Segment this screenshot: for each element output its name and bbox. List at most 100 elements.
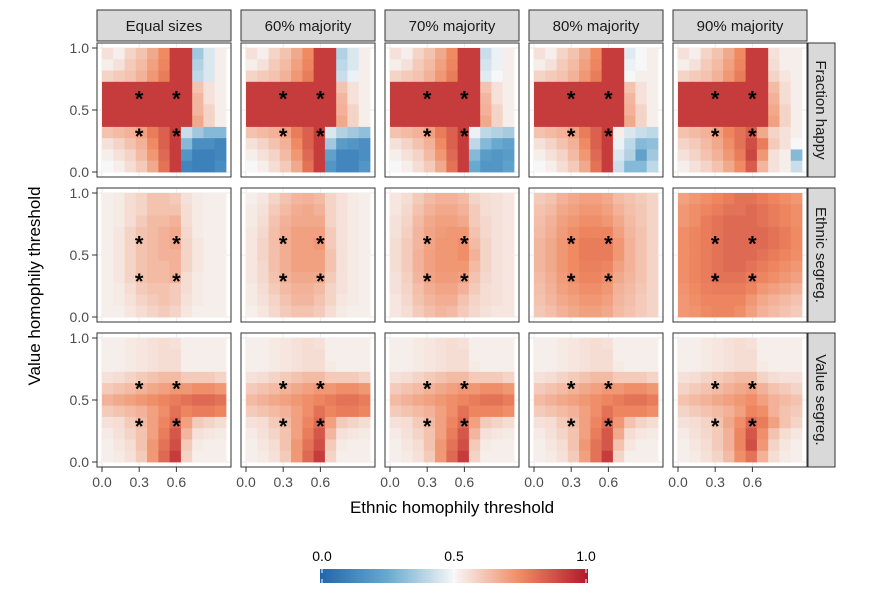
heatmap-cell <box>790 149 803 162</box>
heatmap-cell <box>745 349 758 361</box>
heatmap-cell <box>302 428 315 440</box>
heatmap-cell <box>635 215 648 228</box>
heatmap-cell <box>579 126 591 139</box>
marker-asterisk: * <box>460 87 469 112</box>
heatmap-cell <box>135 271 148 284</box>
heatmap-cell <box>601 59 614 71</box>
heatmap-cell <box>279 416 292 429</box>
heatmap-cell <box>745 405 758 418</box>
heatmap-cell <box>135 160 148 173</box>
heatmap-cell <box>192 428 204 440</box>
heatmap-cell <box>601 126 614 139</box>
panel-2-4: **** <box>672 332 808 468</box>
heatmap-cell <box>734 104 747 117</box>
heatmap-cell <box>612 360 625 373</box>
heatmap-cell <box>779 294 792 307</box>
heatmap-cell <box>158 249 171 262</box>
heatmap-cell <box>756 215 769 228</box>
heatmap-cell <box>768 104 780 117</box>
heatmap-cell <box>324 215 337 228</box>
heatmap-cell <box>700 283 713 295</box>
heatmap-cell <box>302 138 315 150</box>
heatmap-cell <box>158 93 171 105</box>
heatmap-cell <box>612 104 625 117</box>
heatmap-cell <box>412 305 425 318</box>
heatmap-cell <box>457 93 470 105</box>
heatmap-cell <box>745 439 758 452</box>
heatmap-cell <box>579 160 591 173</box>
heatmap-cell <box>158 59 171 71</box>
heatmap-cell <box>635 149 648 162</box>
heatmap-cell <box>457 450 470 463</box>
heatmap-cell <box>723 349 735 361</box>
heatmap-cell <box>700 204 713 216</box>
marker-asterisk: * <box>316 414 325 439</box>
x-axis: 0.0 0.3 0.6 0.0 0.3 0.6 0.0 0.3 0.6 0.0 0.3 0.6 0.0 0… <box>92 467 762 490</box>
heatmap-cell <box>711 416 724 429</box>
heatmap-cell <box>635 394 648 407</box>
heatmap-cell <box>756 249 769 262</box>
heatmap-cell <box>158 349 171 361</box>
heatmap-cell <box>313 383 326 395</box>
heatmap-cell <box>203 450 216 463</box>
heatmap-cell <box>779 360 792 373</box>
heatmap-cell <box>324 226 337 239</box>
heatmap-cell <box>612 416 625 429</box>
heatmap-cell <box>214 126 227 139</box>
marker-asterisk: * <box>423 87 432 112</box>
heatmap-cell <box>468 93 481 105</box>
heatmap-cell <box>612 439 625 452</box>
heatmap-cell <box>711 394 724 407</box>
heatmap-cell <box>279 238 292 250</box>
heatmap-cell <box>480 138 492 150</box>
heatmap-cell <box>358 149 371 162</box>
heatmap-cell <box>480 204 492 216</box>
heatmap-cell <box>480 160 492 173</box>
heatmap-cell <box>790 193 803 205</box>
heatmap-cell <box>347 349 360 361</box>
heatmap-cell <box>124 383 137 395</box>
heatmap-cell <box>180 349 193 361</box>
heatmap-cell <box>700 81 713 94</box>
heatmap-cell <box>446 439 459 452</box>
heatmap-cell <box>412 226 425 239</box>
row-strip-label: Ethnic segreg. <box>812 207 829 303</box>
heatmap-cell <box>491 193 504 205</box>
heatmap-cell <box>491 439 504 452</box>
heatmap-cell <box>790 294 803 307</box>
heatmap-cell <box>678 48 690 60</box>
heatmap-cell <box>480 338 492 350</box>
heatmap-cell <box>612 383 625 395</box>
heatmap-cell <box>390 283 402 295</box>
heatmap-cell <box>412 405 425 418</box>
heatmap-cell <box>246 104 258 117</box>
heatmap-cell <box>257 93 269 105</box>
heatmap-cell <box>768 338 780 350</box>
heatmap-cell <box>246 305 258 318</box>
heatmap-cell <box>635 238 648 250</box>
heatmap-cell <box>534 204 546 216</box>
heatmap-cell <box>635 115 648 128</box>
heatmap-cell <box>412 450 425 463</box>
heatmap-cell <box>313 371 326 384</box>
heatmap-cell <box>401 48 413 60</box>
panel-border <box>384 42 520 178</box>
heatmap-cell <box>567 349 580 361</box>
heatmap-cell <box>745 394 758 407</box>
heatmap-cell <box>313 204 326 216</box>
heatmap-cell <box>214 93 227 105</box>
heatmap-cell <box>457 305 470 318</box>
heatmap-cell <box>480 450 492 463</box>
heatmap-cell <box>700 70 713 83</box>
heatmap-cell <box>147 48 159 60</box>
heatmap-cell <box>635 59 648 71</box>
heatmap-cell <box>635 226 648 239</box>
heatmap-cell <box>468 283 481 295</box>
heatmap-cell <box>711 238 724 250</box>
heatmap-cell <box>291 215 303 228</box>
heatmap-cell <box>336 416 348 429</box>
heatmap-cell <box>347 215 360 228</box>
heatmap-cell <box>124 160 137 173</box>
heatmap-cell <box>446 115 459 128</box>
heatmap-cell <box>480 48 492 60</box>
